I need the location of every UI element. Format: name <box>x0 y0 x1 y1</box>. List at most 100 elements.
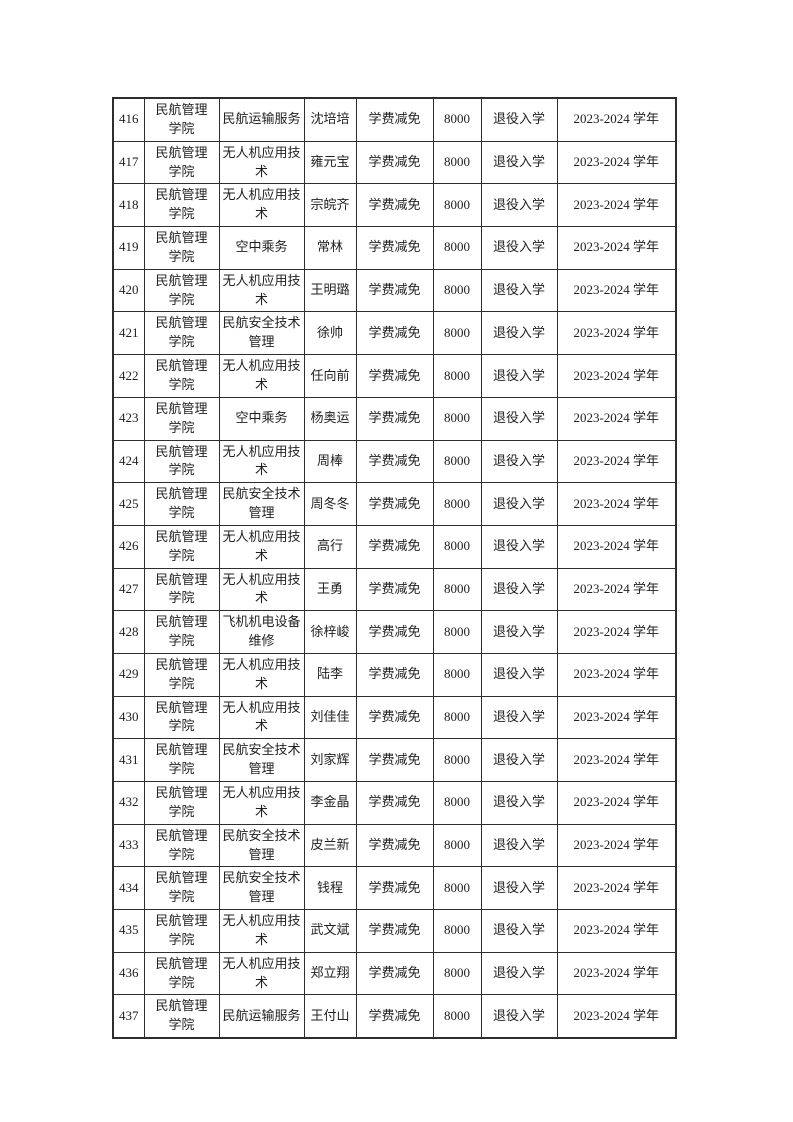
cell-college: 民航管理 学院 <box>143 994 220 1039</box>
cell-major: 民航运输服务 <box>218 994 305 1039</box>
cell-year: 2023-2024 学年 <box>556 909 677 953</box>
cell-amount: 8000 <box>432 652 482 697</box>
cell-no: 429 <box>112 652 145 697</box>
cell-amount: 8000 <box>432 567 482 612</box>
cell-item: 学费减免 <box>355 738 434 782</box>
cell-item: 学费减免 <box>355 354 434 398</box>
cell-item: 学费减免 <box>355 140 434 185</box>
cell-category: 退役入学 <box>480 738 558 782</box>
cell-no: 428 <box>112 610 145 654</box>
cell-amount: 8000 <box>432 610 482 654</box>
cell-amount: 8000 <box>432 781 482 825</box>
cell-item: 学费减免 <box>355 439 434 484</box>
cell-college: 民航管理 学院 <box>143 226 220 270</box>
cell-no: 433 <box>112 823 145 868</box>
cell-category: 退役入学 <box>480 866 558 911</box>
cell-item: 学费减免 <box>355 268 434 313</box>
cell-year: 2023-2024 学年 <box>556 652 677 697</box>
cell-category: 退役入学 <box>480 226 558 270</box>
cell-college: 民航管理 学院 <box>143 909 220 953</box>
table-row: 437 民航管理 学院 民航运输服务 王付山 学费减免 8000 退役入学 2023-2024… <box>112 994 677 1039</box>
cell-category: 退役入学 <box>480 97 558 142</box>
table-row: 434 民航管理 学院 民航安全技术 管理 钱程 学费减免 8000 退役入学 2023-20… <box>112 866 677 911</box>
table-row: 436 民航管理 学院 无人机应用技 术郑立翔 学费减免 8000 退役入学 2023-20… <box>112 951 677 996</box>
cell-major: 民航安全技术 管理 <box>218 866 305 911</box>
cell-no: 423 <box>112 396 145 441</box>
cell-name: 刘佳佳 <box>303 695 357 740</box>
table-row: 420 民航管理 学院 无人机应用技 术王明璐 学费减免 8000 退役入学 2023-20… <box>112 268 677 313</box>
cell-category: 退役入学 <box>480 311 558 356</box>
cell-no: 437 <box>112 994 145 1039</box>
table-row: 423 民航管理 学院 空中乘务 杨奥运 学费减免 8000 退役入学 2023-2024 学… <box>112 396 677 441</box>
cell-category: 退役入学 <box>480 140 558 185</box>
cell-college: 民航管理 学院 <box>143 951 220 996</box>
table-row: 432 民航管理 学院 无人机应用技 术李金晶 学费减免 8000 退役入学 2023-20… <box>112 781 677 825</box>
student-aid-table-body: 416 民航管理 学院 民航运输服务 沈培培 学费减免 8000 退役入学 2023-2024… <box>112 97 677 1039</box>
cell-major: 飞机机电设备 维修 <box>218 610 305 654</box>
cell-category: 退役入学 <box>480 482 558 526</box>
cell-name: 王勇 <box>303 567 357 612</box>
cell-major: 民航运输服务 <box>218 97 305 142</box>
cell-year: 2023-2024 学年 <box>556 226 677 270</box>
cell-name: 常林 <box>303 226 357 270</box>
cell-college: 民航管理 学院 <box>143 268 220 313</box>
cell-item: 学费减免 <box>355 97 434 142</box>
cell-no: 435 <box>112 909 145 953</box>
table-row: 416 民航管理 学院 民航运输服务 沈培培 学费减免 8000 退役入学 2023-2024… <box>112 97 677 142</box>
cell-no: 422 <box>112 354 145 398</box>
cell-year: 2023-2024 学年 <box>556 482 677 526</box>
cell-year: 2023-2024 学年 <box>556 524 677 569</box>
cell-year: 2023-2024 学年 <box>556 695 677 740</box>
table-row: 425 民航管理 学院 民航安全技术 管理 周冬冬 学费减免 8000 退役入学 2023-2… <box>112 482 677 526</box>
cell-major: 空中乘务 <box>218 396 305 441</box>
cell-amount: 8000 <box>432 695 482 740</box>
cell-college: 民航管理 学院 <box>143 567 220 612</box>
cell-year: 2023-2024 学年 <box>556 439 677 484</box>
cell-item: 学费减免 <box>355 183 434 228</box>
cell-name: 李金晶 <box>303 781 357 825</box>
cell-major: 无人机应用技 术 <box>218 695 305 740</box>
table-row: 433 民航管理 学院 民航安全技术 管理 皮兰新 学费减免 8000 退役入学 2023-2… <box>112 823 677 868</box>
cell-amount: 8000 <box>432 140 482 185</box>
cell-year: 2023-2024 学年 <box>556 354 677 398</box>
cell-category: 退役入学 <box>480 652 558 697</box>
cell-no: 416 <box>112 97 145 142</box>
cell-amount: 8000 <box>432 994 482 1039</box>
cell-college: 民航管理 学院 <box>143 524 220 569</box>
cell-no: 426 <box>112 524 145 569</box>
cell-amount: 8000 <box>432 909 482 953</box>
table-row: 428 民航管理 学院 飞机机电设备 维修 徐梓峻 学费减免 8000 退役入学 2023-2… <box>112 610 677 654</box>
cell-year: 2023-2024 学年 <box>556 994 677 1039</box>
cell-year: 2023-2024 学年 <box>556 951 677 996</box>
table-row: 431 民航管理 学院 民航安全技术 管理 刘家辉 学费减免 8000 退役入学 2023-2… <box>112 738 677 782</box>
cell-year: 2023-2024 学年 <box>556 97 677 142</box>
table-row: 418 民航管理 学院 无人机应用技 术宗皖齐 学费减免 8000 退役入学 2023-20… <box>112 183 677 228</box>
cell-name: 杨奥运 <box>303 396 357 441</box>
cell-major: 无人机应用技 术 <box>218 268 305 313</box>
cell-item: 学费减免 <box>355 567 434 612</box>
table-row: 419 民航管理 学院 空中乘务 常林 学费减免 8000 退役入学 2023-2024 学年 <box>112 226 677 270</box>
cell-no: 431 <box>112 738 145 782</box>
cell-item: 学费减免 <box>355 226 434 270</box>
cell-year: 2023-2024 学年 <box>556 183 677 228</box>
cell-amount: 8000 <box>432 354 482 398</box>
cell-amount: 8000 <box>432 268 482 313</box>
cell-major: 无人机应用技 术 <box>218 524 305 569</box>
cell-major: 无人机应用技 术 <box>218 909 305 953</box>
cell-year: 2023-2024 学年 <box>556 781 677 825</box>
cell-name: 钱程 <box>303 866 357 911</box>
cell-item: 学费减免 <box>355 994 434 1039</box>
cell-name: 任向前 <box>303 354 357 398</box>
cell-college: 民航管理 学院 <box>143 97 220 142</box>
cell-category: 退役入学 <box>480 439 558 484</box>
table-row: 417 民航管理 学院 无人机应用技 术雍元宝 学费减免 8000 退役入学 2023-20… <box>112 140 677 185</box>
cell-amount: 8000 <box>432 226 482 270</box>
cell-year: 2023-2024 学年 <box>556 738 677 782</box>
cell-college: 民航管理 学院 <box>143 439 220 484</box>
cell-category: 退役入学 <box>480 695 558 740</box>
cell-college: 民航管理 学院 <box>143 183 220 228</box>
cell-year: 2023-2024 学年 <box>556 396 677 441</box>
cell-college: 民航管理 学院 <box>143 311 220 356</box>
cell-item: 学费减免 <box>355 524 434 569</box>
cell-item: 学费减免 <box>355 652 434 697</box>
